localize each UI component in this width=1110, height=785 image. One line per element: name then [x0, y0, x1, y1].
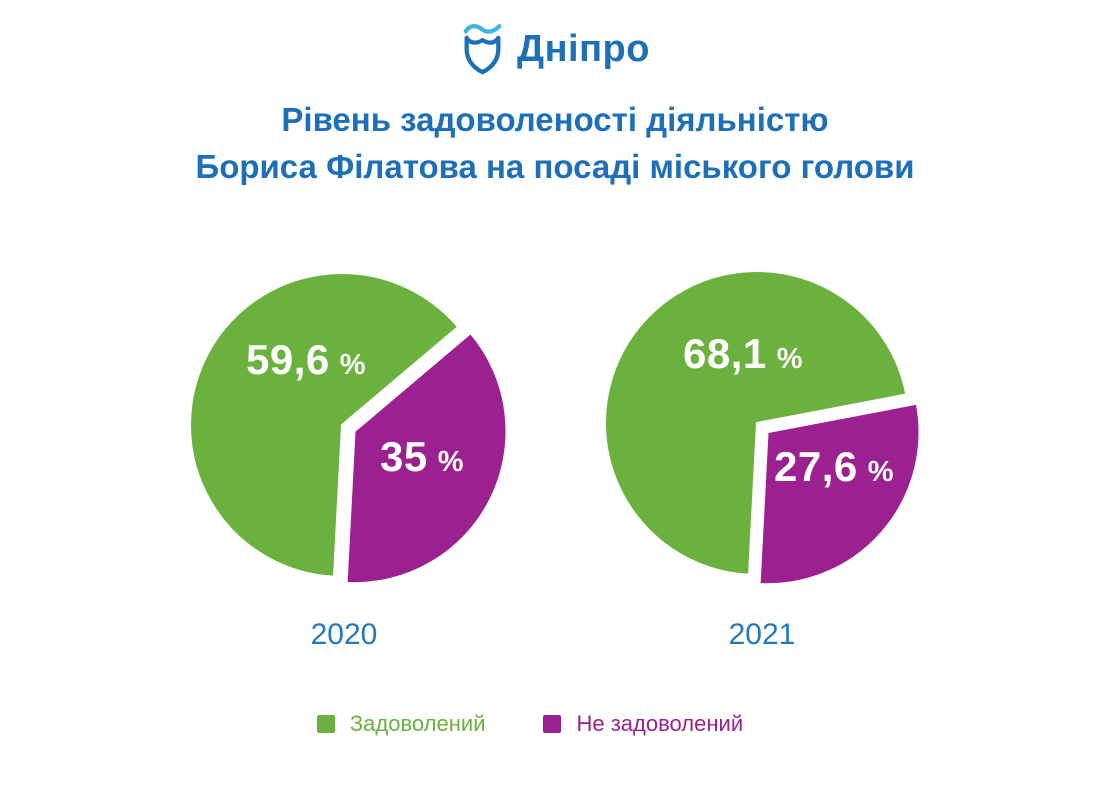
legend-item-satisfied: Задоволений: [316, 711, 486, 737]
legend-swatch-unsatisfied: [543, 715, 562, 733]
unsatisfied-slice: [345, 332, 508, 585]
title-line-2: Бориса Філатова на посаді міського голов…: [195, 148, 915, 185]
legend-swatch-satisfied: [316, 715, 335, 733]
slice-value-label-2021-satisfied: 68,1 %: [683, 330, 803, 378]
percent-sign: %: [339, 349, 367, 381]
dnipro-shield-wave-icon: [463, 23, 502, 75]
wave-stroke: [463, 23, 502, 34]
slice-value: 35: [379, 433, 428, 480]
chart-legend: Задоволений Не задоволений: [0, 711, 1060, 737]
legend-label: Не задоволений: [576, 711, 744, 736]
title-line-1: Рівень задоволеності діяльністю: [281, 101, 829, 138]
legend-item-unsatisfied: Не задоволений: [543, 711, 743, 737]
shield-stroke: [464, 35, 501, 75]
satisfied-slice: [189, 272, 460, 578]
year-label-2021: 2021: [728, 618, 796, 651]
pie-chart-2020: [189, 272, 508, 585]
percent-sign: %: [437, 446, 465, 478]
pie-chart-2021: [604, 270, 921, 586]
year-label-2020: 2020: [310, 618, 378, 651]
unsatisfied-slice: [758, 402, 921, 586]
slice-value: 27,6: [773, 443, 858, 490]
chart-title: Рівень задоволеності діяльністю Бориса Ф…: [0, 96, 1110, 190]
slice-value: 68,1: [682, 330, 767, 377]
satisfied-slice: [604, 270, 908, 576]
slice-value-label-2021-unsatisfied: 27,6 %: [774, 443, 894, 491]
slice-value-label-2020-unsatisfied: 35 %: [380, 433, 464, 481]
slice-value-label-2020-satisfied: 59,6 %: [246, 336, 366, 384]
percent-sign: %: [776, 343, 804, 375]
legend-label: Задоволений: [349, 711, 486, 736]
logo: Дніпро: [0, 22, 1110, 76]
slice-value: 59,6: [245, 336, 330, 383]
logo-text: Дніпро: [517, 27, 650, 70]
percent-sign: %: [867, 456, 895, 488]
